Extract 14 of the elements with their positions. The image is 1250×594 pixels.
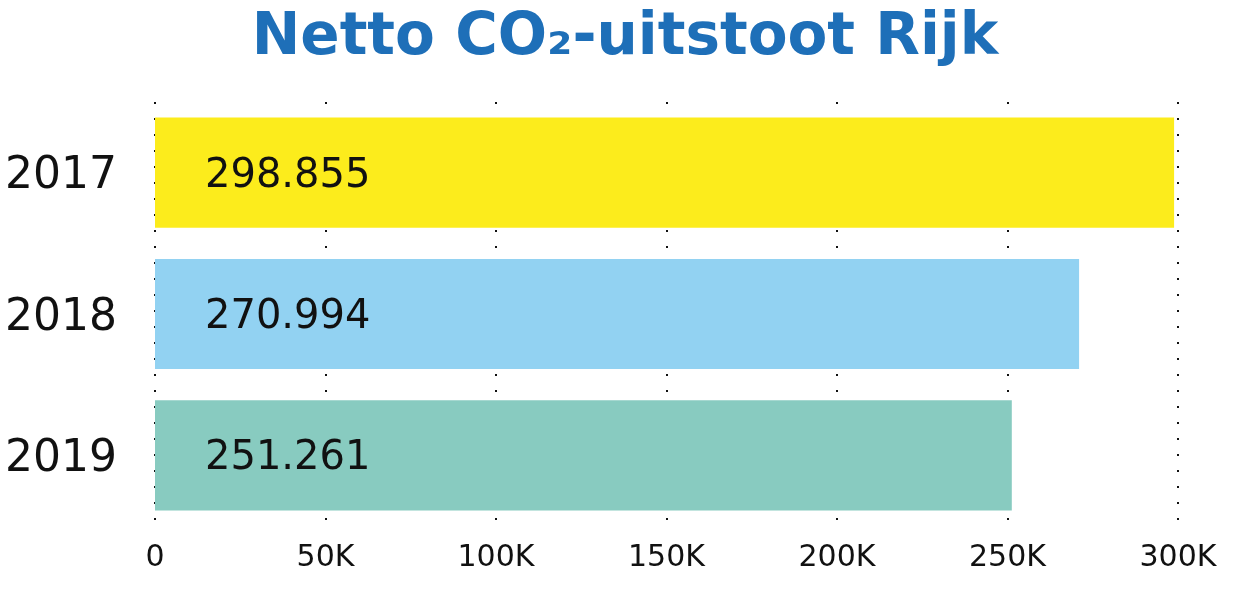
data-label: 298.855 bbox=[205, 149, 371, 196]
y-tick-label: 2017 bbox=[5, 147, 117, 199]
chart-title: Netto CO₂-uitstoot Rijk bbox=[251, 0, 1000, 68]
data-label: 270.994 bbox=[205, 291, 371, 337]
x-tick-label: 0 bbox=[145, 537, 165, 573]
x-tick-label: 100K bbox=[457, 537, 536, 573]
x-tick-label: 250K bbox=[969, 537, 1048, 573]
x-tick-label: 200K bbox=[798, 537, 877, 573]
x-tick-label: 50K bbox=[296, 537, 356, 573]
x-tick-label: 300K bbox=[1139, 537, 1218, 573]
y-tick-label: 2019 bbox=[5, 429, 117, 481]
x-tick-label: 150K bbox=[628, 537, 707, 573]
y-tick-label: 2018 bbox=[5, 288, 117, 340]
data-label: 251.261 bbox=[205, 432, 371, 479]
